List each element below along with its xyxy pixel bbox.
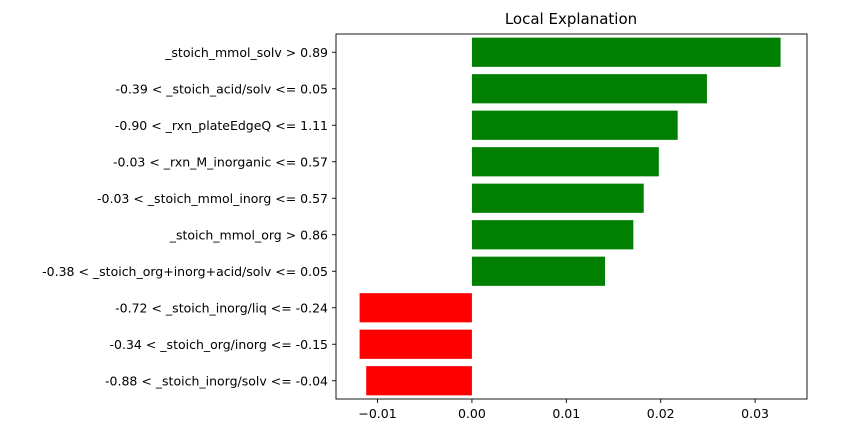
- bar: [359, 329, 472, 359]
- y-tick-label: -0.03 < _stoich_mmol_inorg <= 0.57: [97, 191, 328, 206]
- bar: [471, 37, 781, 67]
- bar: [471, 147, 659, 177]
- bars: [359, 37, 781, 396]
- bar: [471, 74, 707, 104]
- y-tick-label: _stoich_mmol_org > 0.86: [169, 227, 328, 242]
- y-tick-label: -0.03 < _rxn_M_inorganic <= 0.57: [113, 154, 328, 169]
- x-tick-label: 0.02: [647, 406, 675, 421]
- y-tick-labels: _stoich_mmol_solv > 0.89 -0.39 < _stoich_…: [42, 45, 336, 388]
- y-tick-label: _stoich_mmol_solv > 0.89: [164, 45, 328, 60]
- x-tick-label: 0.00: [458, 406, 486, 421]
- plot-frame: [335, 33, 808, 400]
- x-tick-label: 0.03: [741, 406, 769, 421]
- bar: [359, 293, 472, 323]
- x-axis: −0.01 0.00 0.01 0.02 0.03: [358, 399, 769, 421]
- bar: [471, 220, 634, 250]
- chart-title: Local Explanation: [505, 10, 637, 28]
- x-tick-label: −0.01: [358, 406, 396, 421]
- bar: [471, 256, 606, 286]
- y-tick-label: -0.72 < _stoich_inorg/liq <= -0.24: [115, 300, 328, 315]
- bar: [471, 183, 644, 213]
- y-tick-label: -0.34 < _stoich_org/inorg <= -0.15: [110, 337, 328, 352]
- y-tick-label: -0.90 < _rxn_plateEdgeQ <= 1.11: [115, 118, 328, 133]
- x-tick-label: 0.01: [552, 406, 580, 421]
- bar: [471, 110, 678, 140]
- y-tick-label: -0.39 < _stoich_acid/solv <= 0.05: [116, 81, 329, 96]
- y-tick-label: -0.88 < _stoich_inorg/solv <= -0.04: [105, 373, 328, 388]
- y-tick-label: -0.38 < _stoich_org+inorg+acid/solv <= 0…: [42, 264, 328, 279]
- bar: [366, 366, 472, 396]
